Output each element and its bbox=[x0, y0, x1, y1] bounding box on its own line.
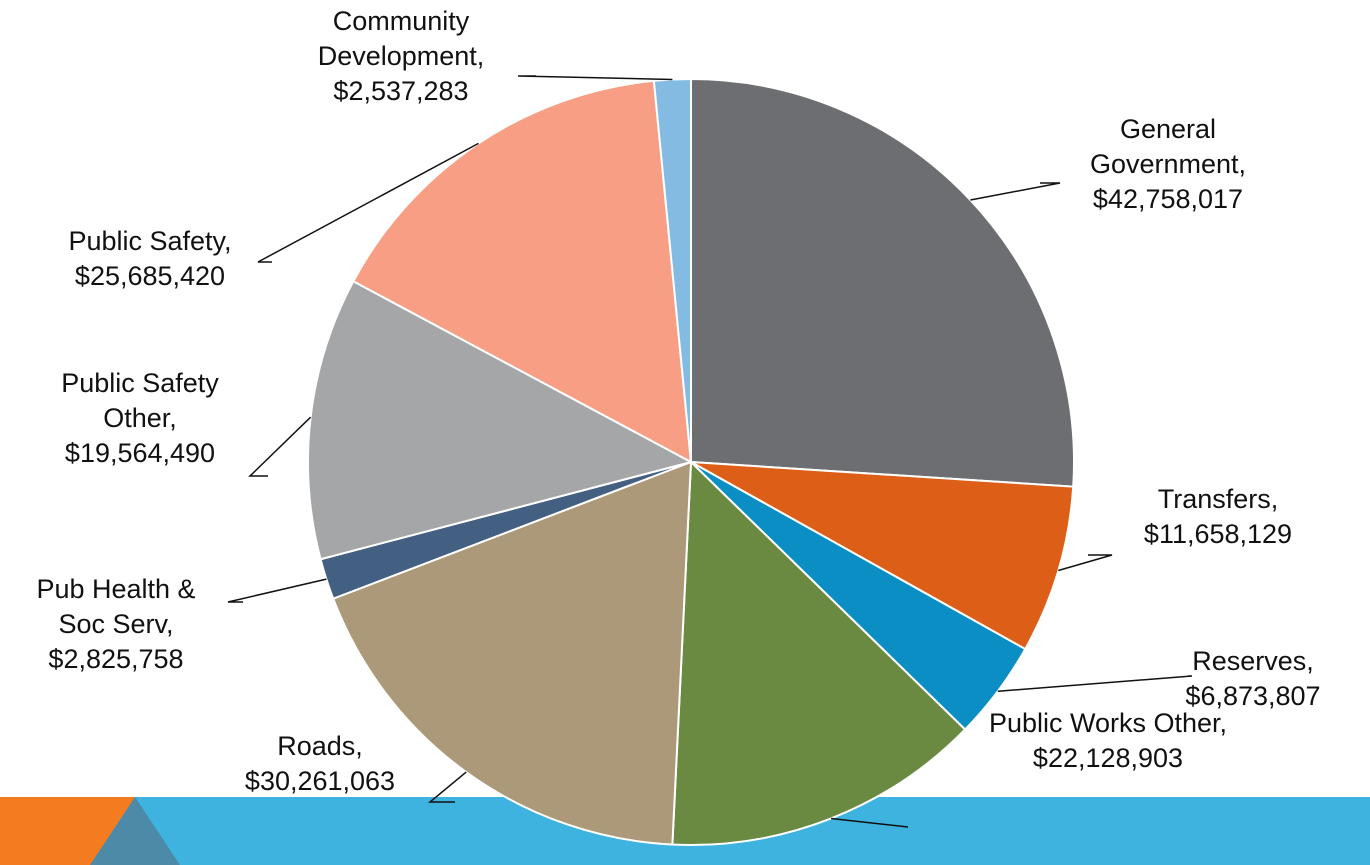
slice-name-label: Public Safety bbox=[61, 368, 219, 398]
slice-value-label: $19,564,490 bbox=[65, 438, 215, 468]
pie-slice-1 bbox=[690, 461, 1075, 651]
slice-value-label: $42,758,017 bbox=[1093, 184, 1243, 214]
pie-slices bbox=[307, 77, 1075, 846]
slice-label-6: Public Safety Other, $19,564,490 bbox=[61, 368, 219, 468]
slice-label-5: Pub Health & Soc Serv, $2,825,758 bbox=[36, 574, 195, 674]
slice-name-label: Government, bbox=[1090, 149, 1246, 179]
slice-labels: General Government, $42,758,017 Transfers, $… bbox=[36, 6, 1320, 796]
slice-label-7: Public Safety, $25,685,420 bbox=[68, 226, 231, 291]
pie-slice-7 bbox=[351, 79, 693, 464]
slice-name-label: Reserves, bbox=[1192, 646, 1314, 676]
leader-line-0 bbox=[970, 182, 1061, 201]
slice-label-4: Roads, $30,261,063 bbox=[245, 731, 395, 796]
slice-value-label: $2,537,283 bbox=[333, 76, 468, 106]
slice-name-label: Public Safety, bbox=[68, 226, 231, 256]
leader-line-7 bbox=[257, 142, 479, 263]
slice-value-label: $30,261,063 bbox=[245, 766, 395, 796]
leader-line-2 bbox=[997, 675, 1193, 693]
slice-name-label: Public Works Other, bbox=[989, 708, 1227, 738]
slice-name-label: Pub Health & bbox=[36, 574, 195, 604]
pie-slice-8 bbox=[652, 77, 692, 463]
slice-value-label: $25,685,420 bbox=[75, 261, 225, 291]
leader-line-1 bbox=[1058, 554, 1113, 572]
pie-slice-4 bbox=[331, 460, 693, 846]
slice-value-label: $2,825,758 bbox=[48, 644, 183, 674]
slice-name-label: Roads, bbox=[277, 731, 363, 761]
slice-value-label: $22,128,903 bbox=[1033, 743, 1183, 773]
slice-value-label: $6,873,807 bbox=[1185, 681, 1320, 711]
slice-label-2: Reserves, $6,873,807 bbox=[1185, 646, 1320, 711]
leader-lines bbox=[227, 75, 1193, 828]
slice-name-label: General bbox=[1120, 114, 1216, 144]
slice-name-label: Development, bbox=[318, 41, 485, 71]
slice-name-label: Other, bbox=[103, 403, 177, 433]
slice-name-label: Soc Serv, bbox=[58, 609, 173, 639]
slice-label-1: Transfers, $11,658,129 bbox=[1144, 484, 1292, 549]
slice-value-label: $11,658,129 bbox=[1144, 519, 1292, 549]
leader-line-3 bbox=[831, 817, 909, 828]
slice-label-3: Public Works Other, $22,128,903 bbox=[989, 708, 1227, 773]
slice-name-label: Community bbox=[333, 6, 470, 36]
pie-slice-0 bbox=[690, 77, 1075, 488]
slice-name-label: Transfers, bbox=[1158, 484, 1279, 514]
slice-label-0: General Government, $42,758,017 bbox=[1090, 114, 1246, 214]
leader-line-8 bbox=[517, 75, 673, 81]
pie-slice-3 bbox=[671, 459, 967, 846]
pie-slice-6 bbox=[307, 279, 694, 561]
slice-label-8: Community Development, $2,537,283 bbox=[318, 6, 485, 106]
leader-line-5 bbox=[227, 578, 327, 603]
leader-line-4 bbox=[427, 771, 467, 803]
leader-line-6 bbox=[248, 416, 312, 477]
